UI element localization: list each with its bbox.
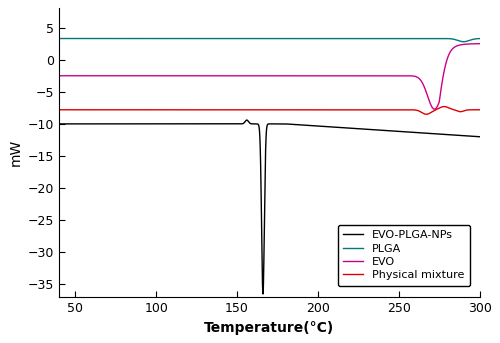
PLGA: [132, 36, 138, 40]
PLGA: [402, 36, 408, 40]
PLGA: [330, 36, 336, 40]
EVO: [56, 74, 62, 78]
EVO-PLGA-NPs: [330, 125, 336, 129]
EVO: [402, 74, 408, 78]
Physical mixture: [217, 108, 223, 112]
EVO-PLGA-NPs: [132, 122, 138, 126]
PLGA: [370, 36, 376, 40]
Y-axis label: mW: mW: [8, 139, 22, 166]
EVO: [330, 74, 336, 78]
Line: EVO: EVO: [59, 44, 480, 109]
EVO: [308, 74, 314, 78]
Physical mixture: [402, 108, 408, 112]
EVO-PLGA-NPs: [402, 130, 408, 134]
EVO-PLGA-NPs: [56, 122, 62, 126]
Line: PLGA: PLGA: [59, 38, 480, 42]
Physical mixture: [370, 108, 376, 112]
X-axis label: Temperature(°C): Temperature(°C): [204, 321, 334, 335]
EVO: [476, 42, 482, 46]
Physical mixture: [424, 112, 430, 116]
EVO-PLGA-NPs: [308, 123, 314, 128]
PLGA: [56, 36, 62, 40]
PLGA: [308, 36, 314, 40]
PLGA: [460, 40, 466, 44]
Line: EVO-PLGA-NPs: EVO-PLGA-NPs: [59, 120, 480, 294]
EVO: [432, 107, 438, 111]
Physical mixture: [330, 108, 336, 112]
Physical mixture: [476, 108, 482, 112]
EVO: [370, 74, 376, 78]
Line: Physical mixture: Physical mixture: [59, 107, 480, 114]
EVO-PLGA-NPs: [217, 122, 223, 126]
Physical mixture: [441, 105, 447, 109]
EVO-PLGA-NPs: [370, 128, 376, 132]
PLGA: [217, 36, 223, 40]
Physical mixture: [132, 108, 138, 112]
PLGA: [476, 36, 482, 40]
Physical mixture: [56, 108, 62, 112]
EVO: [217, 74, 223, 78]
Legend: EVO-PLGA-NPs, PLGA, EVO, Physical mixture: EVO-PLGA-NPs, PLGA, EVO, Physical mixtur…: [338, 225, 470, 286]
EVO-PLGA-NPs: [260, 292, 266, 296]
EVO: [132, 74, 138, 78]
EVO-PLGA-NPs: [476, 135, 482, 139]
Physical mixture: [308, 108, 314, 112]
EVO-PLGA-NPs: [244, 118, 250, 122]
